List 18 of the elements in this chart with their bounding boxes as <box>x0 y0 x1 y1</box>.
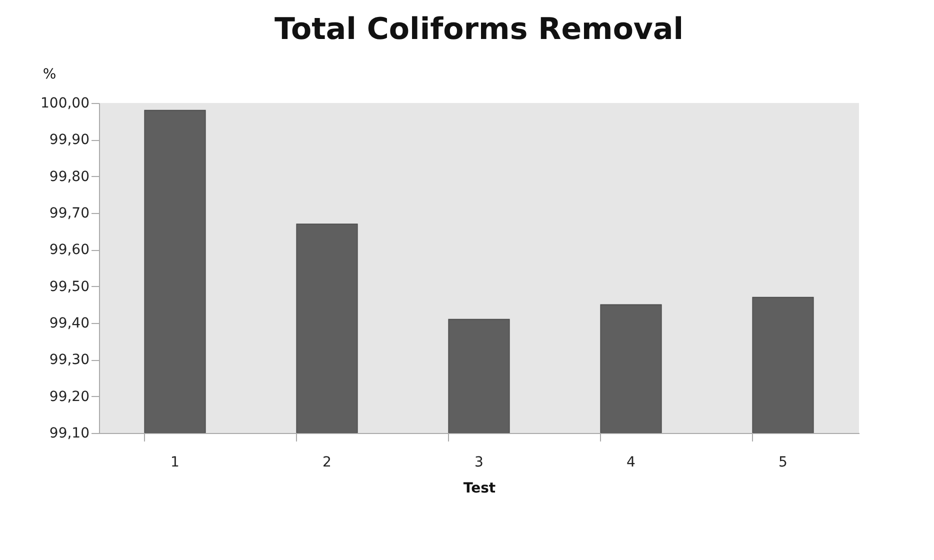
x-tick-label: 5 <box>778 454 788 470</box>
y-tick-label: 99,50 <box>49 278 90 295</box>
y-tick-label: 99,10 <box>49 426 90 442</box>
y-axis-title: % <box>42 66 56 82</box>
y-tick-label: 99,40 <box>49 316 90 332</box>
x-tick-label: 3 <box>474 454 484 470</box>
y-tick-label: 99,60 <box>49 242 90 258</box>
x-axis-title: Test <box>463 480 496 496</box>
y-tick-label: 99,70 <box>49 206 90 222</box>
y-tick-label: 99,20 <box>49 388 90 405</box>
y-tick-label: 99,80 <box>49 168 90 185</box>
x-tick-label: 2 <box>322 454 332 470</box>
x-tick-label: 1 <box>170 454 180 470</box>
y-tick-label: 100,00 <box>40 96 90 112</box>
y-tick-label: 99,30 <box>49 352 90 368</box>
chart-title: Total Coliforms Removal <box>274 12 684 47</box>
x-tick-label: 4 <box>626 454 636 470</box>
y-tick-label: 99,90 <box>49 132 90 148</box>
